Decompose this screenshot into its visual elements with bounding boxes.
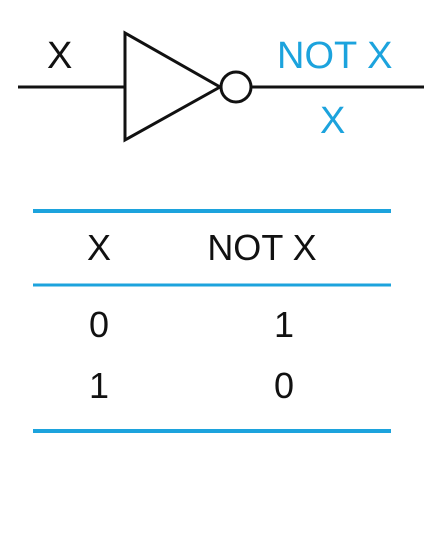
table-row: 1 0 <box>89 365 294 406</box>
cell-not-x: 0 <box>274 365 294 406</box>
output-label: NOT X <box>277 35 392 77</box>
inversion-bubble <box>219 70 253 104</box>
output-label-alt: X <box>320 100 345 142</box>
header-x: X <box>87 227 111 268</box>
input-label: X <box>47 35 72 77</box>
cell-x: 0 <box>89 304 109 345</box>
table-row: 0 1 <box>89 304 294 345</box>
header-not-x: NOT X <box>207 227 316 268</box>
gate-triangle <box>123 30 224 143</box>
cell-not-x: 1 <box>274 304 294 345</box>
cell-x: 1 <box>89 365 109 406</box>
not-gate-symbol <box>18 30 424 143</box>
truth-table: X NOT X 0 1 1 0 <box>33 209 391 433</box>
